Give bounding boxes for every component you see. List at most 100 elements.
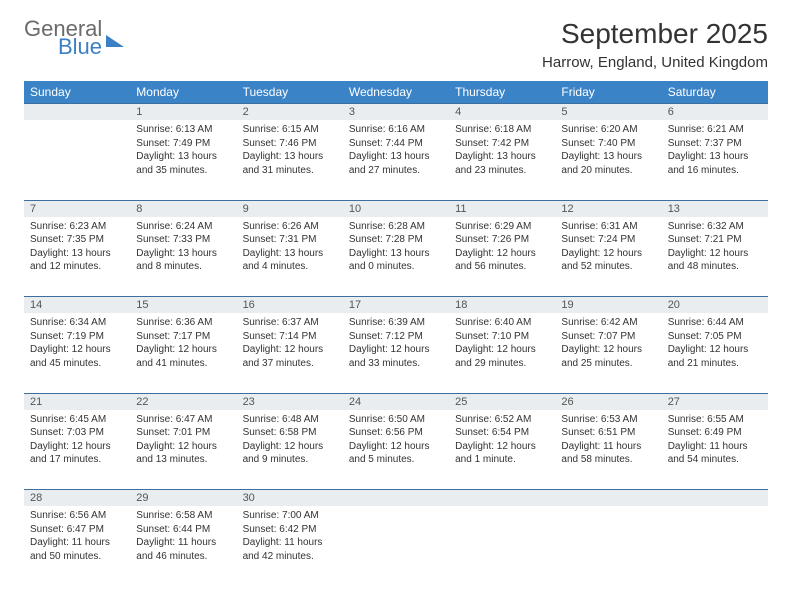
day-d2: and 42 minutes. <box>243 550 337 564</box>
day-data-cell: Sunrise: 6:20 AMSunset: 7:40 PMDaylight:… <box>555 120 661 200</box>
day-d1: Daylight: 12 hours <box>455 440 549 454</box>
day-number-cell <box>662 490 768 507</box>
day-number-cell <box>24 104 130 121</box>
day-sr: Sunrise: 6:15 AM <box>243 123 337 137</box>
day-d1: Daylight: 13 hours <box>349 150 443 164</box>
day-d1: Daylight: 12 hours <box>136 343 230 357</box>
day-sr: Sunrise: 6:31 AM <box>561 220 655 234</box>
day-data-cell: Sunrise: 6:23 AMSunset: 7:35 PMDaylight:… <box>24 217 130 297</box>
day-data-cell <box>555 506 661 586</box>
day-d2: and 35 minutes. <box>136 164 230 178</box>
day-d1: Daylight: 11 hours <box>136 536 230 550</box>
day-number-cell: 1 <box>130 104 236 121</box>
day-sr: Sunrise: 6:21 AM <box>668 123 762 137</box>
day-data-row: Sunrise: 6:56 AMSunset: 6:47 PMDaylight:… <box>24 506 768 586</box>
day-d2: and 25 minutes. <box>561 357 655 371</box>
day-data-cell: Sunrise: 6:36 AMSunset: 7:17 PMDaylight:… <box>130 313 236 393</box>
day-ss: Sunset: 6:54 PM <box>455 426 549 440</box>
day-d2: and 48 minutes. <box>668 260 762 274</box>
day-d2: and 20 minutes. <box>561 164 655 178</box>
day-d1: Daylight: 12 hours <box>243 440 337 454</box>
day-d2: and 23 minutes. <box>455 164 549 178</box>
day-data-cell: Sunrise: 6:47 AMSunset: 7:01 PMDaylight:… <box>130 410 236 490</box>
day-data-cell: Sunrise: 6:31 AMSunset: 7:24 PMDaylight:… <box>555 217 661 297</box>
weekday-header: Friday <box>555 81 661 104</box>
day-number-cell: 19 <box>555 297 661 314</box>
day-d1: Daylight: 11 hours <box>30 536 124 550</box>
day-ss: Sunset: 7:33 PM <box>136 233 230 247</box>
day-sr: Sunrise: 6:28 AM <box>349 220 443 234</box>
day-d2: and 50 minutes. <box>30 550 124 564</box>
day-d1: Daylight: 12 hours <box>349 343 443 357</box>
day-number-cell: 17 <box>343 297 449 314</box>
day-data-cell: Sunrise: 6:32 AMSunset: 7:21 PMDaylight:… <box>662 217 768 297</box>
day-ss: Sunset: 6:42 PM <box>243 523 337 537</box>
day-d1: Daylight: 11 hours <box>243 536 337 550</box>
day-sr: Sunrise: 6:20 AM <box>561 123 655 137</box>
day-sr: Sunrise: 6:24 AM <box>136 220 230 234</box>
day-number-cell: 20 <box>662 297 768 314</box>
weekday-header: Wednesday <box>343 81 449 104</box>
day-number-cell: 30 <box>237 490 343 507</box>
day-sr: Sunrise: 6:32 AM <box>668 220 762 234</box>
day-number-row: 78910111213 <box>24 200 768 217</box>
day-number-row: 14151617181920 <box>24 297 768 314</box>
day-sr: Sunrise: 6:18 AM <box>455 123 549 137</box>
day-data-cell: Sunrise: 6:24 AMSunset: 7:33 PMDaylight:… <box>130 217 236 297</box>
day-data-cell: Sunrise: 6:26 AMSunset: 7:31 PMDaylight:… <box>237 217 343 297</box>
day-sr: Sunrise: 6:34 AM <box>30 316 124 330</box>
day-data-cell <box>449 506 555 586</box>
day-d1: Daylight: 13 hours <box>136 150 230 164</box>
day-d1: Daylight: 13 hours <box>561 150 655 164</box>
day-ss: Sunset: 7:07 PM <box>561 330 655 344</box>
day-data-cell: Sunrise: 6:56 AMSunset: 6:47 PMDaylight:… <box>24 506 130 586</box>
day-sr: Sunrise: 6:58 AM <box>136 509 230 523</box>
day-ss: Sunset: 7:01 PM <box>136 426 230 440</box>
day-d1: Daylight: 13 hours <box>243 150 337 164</box>
day-ss: Sunset: 7:14 PM <box>243 330 337 344</box>
day-sr: Sunrise: 6:16 AM <box>349 123 443 137</box>
day-data-row: Sunrise: 6:34 AMSunset: 7:19 PMDaylight:… <box>24 313 768 393</box>
calendar-table: Sunday Monday Tuesday Wednesday Thursday… <box>24 81 768 586</box>
day-data-cell: Sunrise: 6:44 AMSunset: 7:05 PMDaylight:… <box>662 313 768 393</box>
day-ss: Sunset: 6:51 PM <box>561 426 655 440</box>
day-ss: Sunset: 7:12 PM <box>349 330 443 344</box>
day-ss: Sunset: 7:40 PM <box>561 137 655 151</box>
day-data-cell: Sunrise: 6:39 AMSunset: 7:12 PMDaylight:… <box>343 313 449 393</box>
day-number-cell: 11 <box>449 200 555 217</box>
day-ss: Sunset: 6:47 PM <box>30 523 124 537</box>
day-data-row: Sunrise: 6:23 AMSunset: 7:35 PMDaylight:… <box>24 217 768 297</box>
day-d2: and 54 minutes. <box>668 453 762 467</box>
day-number-cell: 28 <box>24 490 130 507</box>
day-number-cell: 25 <box>449 393 555 410</box>
day-ss: Sunset: 7:46 PM <box>243 137 337 151</box>
day-d1: Daylight: 12 hours <box>243 343 337 357</box>
weekday-header: Saturday <box>662 81 768 104</box>
day-d2: and 4 minutes. <box>243 260 337 274</box>
month-title: September 2025 <box>542 18 768 50</box>
day-data-cell: Sunrise: 6:18 AMSunset: 7:42 PMDaylight:… <box>449 120 555 200</box>
day-d2: and 16 minutes. <box>668 164 762 178</box>
day-d2: and 17 minutes. <box>30 453 124 467</box>
day-data-cell: Sunrise: 6:58 AMSunset: 6:44 PMDaylight:… <box>130 506 236 586</box>
day-d2: and 21 minutes. <box>668 357 762 371</box>
day-data-cell: Sunrise: 6:28 AMSunset: 7:28 PMDaylight:… <box>343 217 449 297</box>
day-sr: Sunrise: 6:37 AM <box>243 316 337 330</box>
day-number-cell: 7 <box>24 200 130 217</box>
day-d1: Daylight: 12 hours <box>30 343 124 357</box>
brand-blue: Blue <box>58 36 102 58</box>
day-number-cell: 29 <box>130 490 236 507</box>
day-number-cell: 23 <box>237 393 343 410</box>
day-d2: and 46 minutes. <box>136 550 230 564</box>
day-number-row: 123456 <box>24 104 768 121</box>
day-number-cell <box>449 490 555 507</box>
day-number-row: 282930 <box>24 490 768 507</box>
day-d1: Daylight: 13 hours <box>455 150 549 164</box>
weekday-header-row: Sunday Monday Tuesday Wednesday Thursday… <box>24 81 768 104</box>
day-number-cell: 24 <box>343 393 449 410</box>
day-ss: Sunset: 7:31 PM <box>243 233 337 247</box>
day-number-cell: 2 <box>237 104 343 121</box>
day-number-cell: 22 <box>130 393 236 410</box>
weekday-header: Monday <box>130 81 236 104</box>
day-data-cell: Sunrise: 6:34 AMSunset: 7:19 PMDaylight:… <box>24 313 130 393</box>
